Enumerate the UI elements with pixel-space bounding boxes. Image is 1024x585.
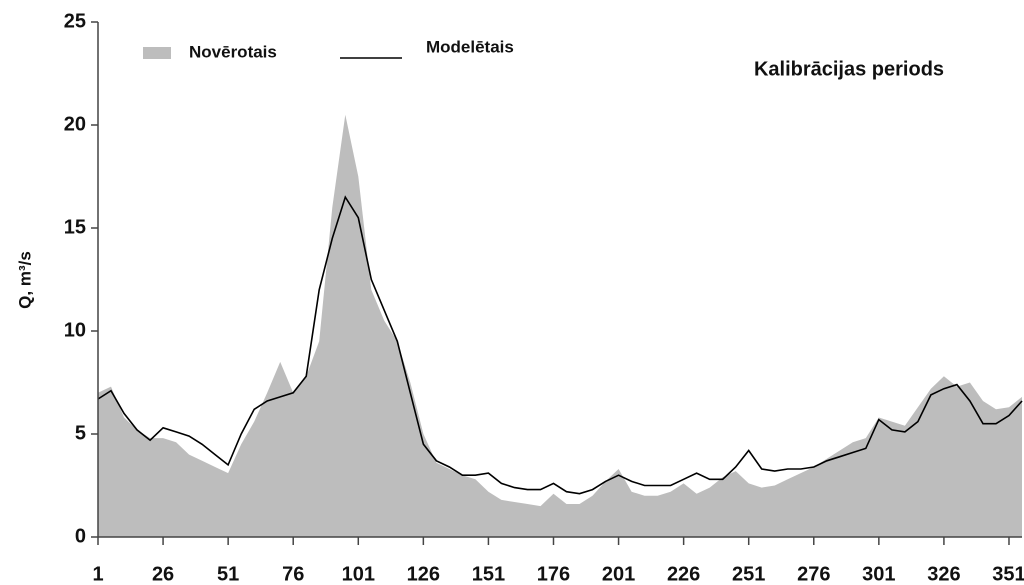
- x-tick-label: 76: [282, 563, 304, 585]
- area: [98, 114, 1022, 537]
- x-tick-label: 101: [342, 563, 375, 585]
- legend-label: Novērotais: [189, 42, 277, 61]
- y-tick-label: 0: [75, 525, 86, 547]
- x-tick-label: 26: [152, 563, 174, 585]
- annotation: Kalibrācijas periods: [754, 58, 944, 80]
- x-tick-label: 126: [407, 563, 440, 585]
- x-tick-label: 326: [927, 563, 960, 585]
- y-tick-label: 10: [64, 319, 86, 341]
- legend-label: Modelētais: [426, 37, 514, 56]
- x-tick-label: 351: [992, 563, 1024, 585]
- y-tick-label: 20: [64, 113, 86, 135]
- line: [97, 195, 1023, 495]
- y-tick-label: 25: [64, 10, 86, 32]
- x-tick-label: 251: [732, 563, 765, 585]
- x-tick-label: 51: [217, 563, 239, 585]
- x-tick-label: 201: [602, 563, 635, 585]
- x-tick-label: 151: [472, 563, 505, 585]
- legend-swatch: [143, 47, 171, 59]
- y-tick-label: 5: [75, 422, 86, 444]
- x-tick-label: 226: [667, 563, 700, 585]
- y-tick-label: 15: [64, 216, 86, 238]
- x-tick-label: 301: [862, 563, 895, 585]
- x-tick-label: 276: [797, 563, 830, 585]
- x-tick-label: 176: [537, 563, 570, 585]
- y-axis-label: Q, m³/s: [15, 251, 34, 309]
- x-tick-label: 1: [92, 563, 103, 585]
